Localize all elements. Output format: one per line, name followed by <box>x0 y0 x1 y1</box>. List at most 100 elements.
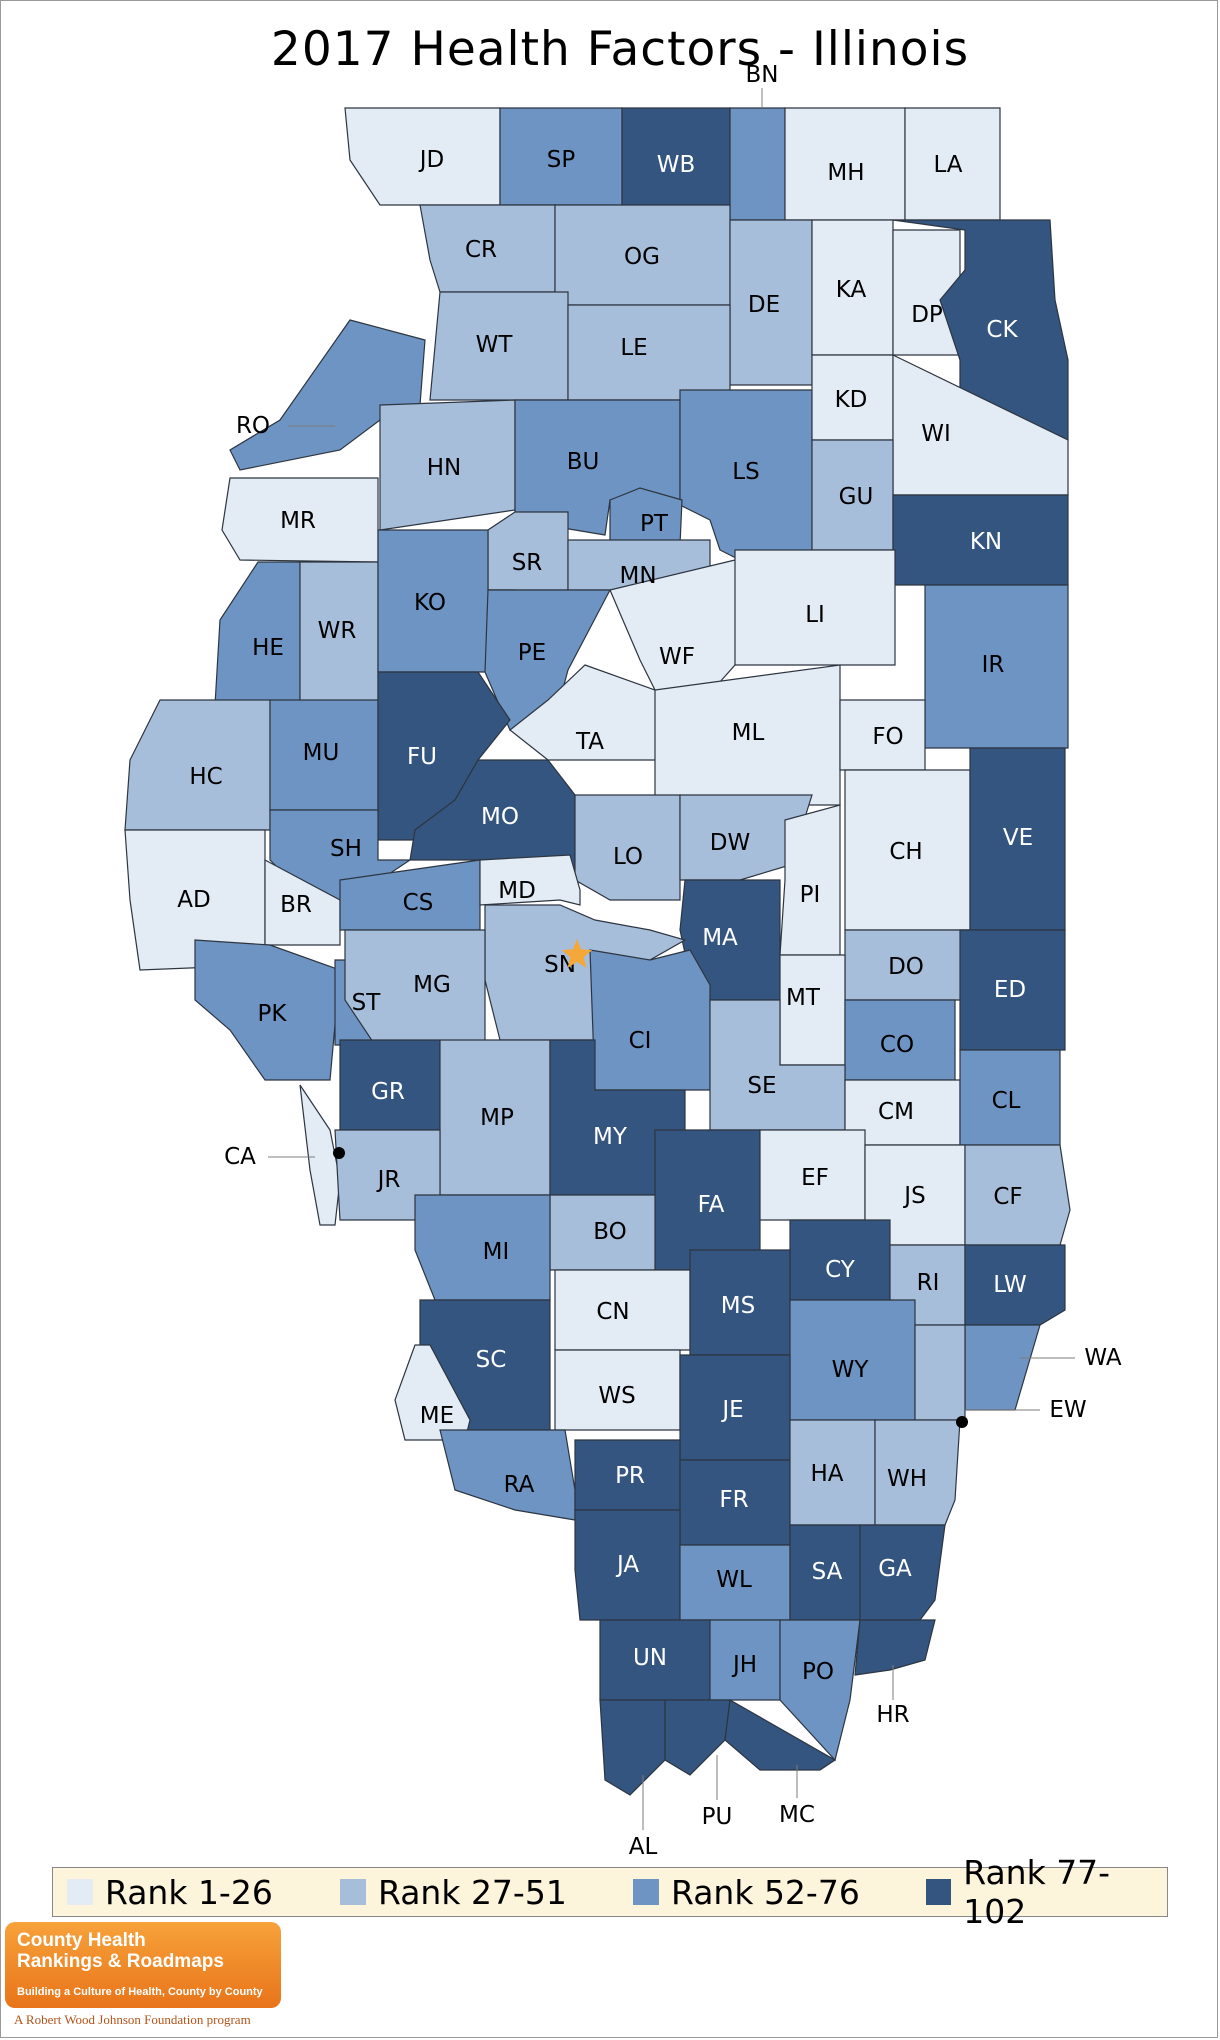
county-label-lw: LW <box>993 1272 1026 1298</box>
county-label-gu: GU <box>839 484 874 510</box>
county-label-cl: CL <box>992 1088 1021 1114</box>
county-label-ca: CA <box>224 1144 256 1170</box>
county-pt[interactable] <box>609 487 683 546</box>
county-label-me: ME <box>420 1403 454 1429</box>
legend-item-rank-1-26: Rank 1-26 <box>67 1868 273 1916</box>
county-label-ra: RA <box>504 1472 535 1498</box>
county-label-ew: EW <box>1049 1397 1086 1423</box>
county-label-un: UN <box>633 1645 667 1671</box>
county-ro[interactable] <box>229 319 426 471</box>
county-label-mg: MG <box>413 972 451 998</box>
county-label-sc: SC <box>476 1347 507 1373</box>
county-pk[interactable] <box>194 939 341 1081</box>
county-label-ci: CI <box>629 1028 652 1054</box>
county-label-wr: WR <box>318 618 357 644</box>
county-pu[interactable] <box>664 1699 731 1776</box>
county-ci[interactable] <box>589 949 711 1091</box>
county-bn[interactable] <box>729 107 786 221</box>
county-cf[interactable] <box>964 1144 1071 1246</box>
legend-label: Rank 52-76 <box>671 1872 860 1912</box>
county-label-bu: BU <box>567 449 600 475</box>
county-label-og: OG <box>624 244 660 270</box>
county-label-ed: ED <box>994 977 1026 1003</box>
county-label-ko: KO <box>414 590 446 616</box>
county-ir[interactable] <box>924 584 1069 749</box>
county-he[interactable] <box>214 561 301 706</box>
county-label-ve: VE <box>1003 825 1033 851</box>
county-label-kn: KN <box>970 529 1002 555</box>
county-label-je: JE <box>720 1397 743 1423</box>
county-label-li: LI <box>805 602 825 628</box>
county-label-cs: CS <box>403 890 434 916</box>
county-md[interactable] <box>479 854 581 906</box>
star-icon <box>561 939 593 968</box>
county-mr[interactable] <box>221 477 379 563</box>
county-po[interactable] <box>779 1619 861 1762</box>
county-label-js: JS <box>902 1183 925 1209</box>
county-label-br: BR <box>280 892 312 918</box>
county-wh[interactable] <box>874 1419 961 1526</box>
county-sn[interactable] <box>484 904 687 1041</box>
county-label-mo: MO <box>481 804 519 830</box>
county-label-de: DE <box>748 292 780 318</box>
county-label-ka: KA <box>836 277 867 303</box>
county-br[interactable] <box>264 859 341 946</box>
county-label-sa: SA <box>812 1559 843 1585</box>
county-le[interactable] <box>567 304 731 401</box>
county-label-ef: EF <box>801 1165 829 1191</box>
county-label-pk: PK <box>258 1001 288 1027</box>
county-health-rankings-logo[interactable]: County Health Rankings & Roadmaps Buildi… <box>5 1922 281 2008</box>
county-lw[interactable] <box>964 1244 1066 1326</box>
county-ew[interactable] <box>914 1324 966 1421</box>
county-label-he: HE <box>252 635 284 661</box>
county-label-ad: AD <box>177 887 210 913</box>
county-label-st: ST <box>352 990 382 1016</box>
county-label-la: LA <box>933 152 962 178</box>
county-label-ws: WS <box>598 1383 635 1409</box>
county-label-ch: CH <box>889 839 922 865</box>
legend-item-rank-27-51: Rank 27-51 <box>340 1868 567 1916</box>
county-label-co: CO <box>880 1032 914 1058</box>
county-label-wa: WA <box>1084 1345 1121 1371</box>
legend-item-rank-77-102: Rank 77-102 <box>926 1853 1167 1931</box>
county-label-mc: MC <box>779 1802 815 1828</box>
county-label-md: MD <box>498 878 536 904</box>
county-pi[interactable] <box>779 804 841 956</box>
county-label-ls: LS <box>732 459 759 485</box>
county-label-se: SE <box>747 1073 776 1099</box>
logo-footer: A Robert Wood Johnson Foundation program <box>14 2012 251 2027</box>
county-label-fu: FU <box>407 744 437 770</box>
county-label-pe: PE <box>518 640 546 666</box>
county-hr[interactable] <box>854 1619 936 1676</box>
county-label-ir: IR <box>982 652 1005 678</box>
county-label-jr: JR <box>376 1167 401 1193</box>
county-label-wh: WH <box>887 1466 927 1492</box>
county-label-kd: KD <box>835 387 868 413</box>
legend-label: Rank 1-26 <box>105 1872 273 1912</box>
county-label-cn: CN <box>596 1299 629 1325</box>
legend-swatch <box>633 1879 659 1905</box>
county-al[interactable] <box>599 1699 666 1796</box>
legend-label: Rank 27-51 <box>378 1872 567 1912</box>
county-li[interactable] <box>734 549 896 666</box>
county-label-lo: LO <box>613 844 643 870</box>
county-label-bn: BN <box>746 62 779 88</box>
logo-name: County Health Rankings & Roadmaps <box>17 1930 224 1972</box>
county-label-wy: WY <box>832 1357 870 1383</box>
county-mc[interactable] <box>724 1699 837 1771</box>
county-ca[interactable] <box>299 1084 341 1226</box>
county-wa[interactable] <box>964 1324 1041 1411</box>
county-label-ha: HA <box>810 1461 843 1487</box>
county-label-ro: RO <box>236 413 270 439</box>
county-lo[interactable] <box>574 794 681 901</box>
county-dw[interactable] <box>679 794 813 881</box>
county-ga[interactable] <box>859 1524 946 1621</box>
county-label-my: MY <box>593 1124 628 1150</box>
county-label-le: LE <box>620 335 647 361</box>
county-label-ma: MA <box>702 925 738 951</box>
county-ed[interactable] <box>959 929 1066 1051</box>
county-label-cm: CM <box>878 1099 914 1125</box>
county-label-ml: ML <box>732 720 765 746</box>
